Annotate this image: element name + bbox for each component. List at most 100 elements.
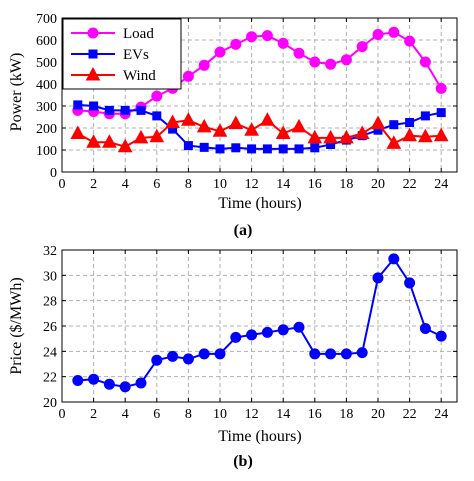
- chart-a-xtick-label: 22: [403, 177, 417, 192]
- chart-a-series-evs-point: [247, 144, 257, 154]
- chart-a-series-evs-point: [120, 105, 130, 115]
- chart-a-ytick-label: 300: [36, 100, 57, 115]
- chart-a-series-load-point: [293, 47, 305, 59]
- chart-a-xtick-label: 14: [276, 177, 290, 192]
- chart-a-xtick-label: 10: [213, 177, 227, 192]
- chart-a-series-load-point: [325, 58, 337, 70]
- chart-a-series-wind-point: [370, 115, 386, 130]
- chart-a-series-load-point: [372, 29, 384, 40]
- chart-a-series-load-point: [261, 30, 273, 42]
- chart-a-legend-entry: EVs: [71, 47, 149, 63]
- chart-b-caption: (b): [233, 453, 253, 470]
- chart-a-series-load-point: [435, 82, 447, 94]
- chart-b-xtick-label: 16: [308, 407, 322, 422]
- chart-a-series-evs-point: [183, 141, 193, 151]
- chart-a-series-evs-point: [231, 143, 241, 153]
- chart-a-series-wind-point: [117, 138, 133, 153]
- chart-a-series-wind-point: [418, 128, 433, 143]
- chart-b-xtick-label: 8: [185, 407, 192, 422]
- chart-b-series-0-point: [246, 329, 258, 341]
- chart-a-series-wind-point: [70, 125, 86, 139]
- chart-b-ytick-label: 20: [43, 396, 57, 411]
- chart-b-series-0-point: [325, 348, 337, 360]
- chart-b-xtick-label: 10: [213, 407, 227, 422]
- chart-a-series-load-point: [388, 26, 400, 38]
- chart-a-series-wind-point: [260, 112, 275, 126]
- chart-b-series-0-point: [404, 277, 416, 289]
- chart-a-legend-marker: [85, 66, 101, 81]
- chart-a-series-evs-point: [199, 142, 209, 152]
- chart-a-series-wind-point: [196, 118, 212, 133]
- chart-b-xtick-label: 14: [276, 407, 290, 422]
- chart-a-xtick-label: 6: [153, 177, 160, 192]
- chart-a-legend-label: Load: [123, 26, 154, 42]
- chart-a-series-wind-point: [291, 118, 307, 133]
- chart-a-series-load-point: [356, 41, 368, 53]
- chart-a-series-wind-point: [133, 129, 149, 144]
- chart-a-series-evs-point: [215, 144, 225, 154]
- chart-b-series-0-point: [309, 348, 321, 360]
- chart-b-ytick-label: 22: [43, 371, 57, 386]
- chart-a-series-wind-point: [339, 129, 354, 144]
- chart-a-series-wind-line: [77, 119, 442, 148]
- chart-b-series-0-point: [151, 354, 163, 366]
- chart-a-series-evs-point: [262, 144, 272, 154]
- chart-a-series-evs-point: [73, 100, 83, 110]
- chart-a-series-evs-point: [405, 118, 415, 127]
- chart-b-series-0-point: [72, 374, 84, 386]
- chart-a-ytick-label: 600: [36, 34, 57, 49]
- chart-b-xtick-label: 22: [403, 407, 417, 422]
- chart-a-series-load-point: [404, 35, 416, 47]
- chart-a-series-load-point: [246, 31, 258, 43]
- chart-b-series-0: [72, 253, 447, 393]
- chart-a-series-load-point: [214, 46, 226, 58]
- chart-a-series-wind-point: [402, 127, 417, 142]
- chart-a-series-wind-point: [228, 115, 244, 130]
- chart-a-series-load-point: [340, 54, 352, 66]
- chart-a-series-load-point: [198, 59, 210, 71]
- chart-b-series-0-point: [167, 350, 179, 362]
- chart-a-ytick-label: 200: [36, 122, 57, 137]
- chart-b-series-0-point: [277, 324, 289, 336]
- chart-b-series-0-point: [230, 331, 242, 343]
- chart-a-series-evs-point: [420, 111, 430, 121]
- chart-a-frame: [61, 17, 458, 173]
- chart-a-series-load-point: [419, 56, 431, 68]
- chart-b-series-0-point: [88, 373, 100, 385]
- chart-a-xtick-label: 24: [434, 177, 448, 192]
- chart-a-series-evs-point: [294, 144, 304, 154]
- chart-a-xtick-label: 2: [90, 177, 97, 192]
- chart-b-ylabel: Price ($/MWh): [8, 277, 25, 374]
- chart-a-legend: Load EVs Wind: [62, 18, 182, 90]
- chart-a-series-wind-point: [102, 134, 117, 148]
- chart-a-series-load-point: [230, 38, 242, 50]
- chart-b-xtick-label: 4: [122, 407, 129, 422]
- chart-a-ytick-label: 500: [36, 56, 57, 71]
- chart-a-series-evs-point: [389, 120, 399, 130]
- chart-b-series-0-point: [356, 347, 368, 359]
- chart-a-series-wind-point: [386, 135, 402, 149]
- chart-b-series-0-point: [388, 253, 400, 265]
- chart-b-series-0-point: [182, 353, 194, 365]
- chart-b-ytick-label: 26: [43, 320, 57, 335]
- chart-b-series-0-point: [372, 272, 384, 284]
- chart-a-series-wind-point: [165, 114, 180, 128]
- chart-a-legend-label: Wind: [123, 68, 156, 84]
- chart-a-series-wind-point: [181, 112, 196, 126]
- chart-b-series-0-line: [77, 257, 442, 388]
- chart-b-ytick-label: 28: [43, 295, 57, 310]
- chart-a-xtick-label: 0: [59, 177, 66, 192]
- chart-a-ytick-label: 0: [50, 166, 57, 181]
- chart-a-xtick-label: 16: [308, 177, 322, 192]
- chart-b-series-0-point: [293, 321, 305, 333]
- chart-a-series-evs-point: [278, 144, 288, 154]
- chart-a-series-evs-point: [436, 108, 446, 118]
- chart-b-xtick-label: 24: [434, 407, 448, 422]
- chart-b-series-0-point: [103, 378, 115, 390]
- chart-b-xtick-label: 6: [153, 407, 160, 422]
- chart-a-ytick-label: 400: [36, 78, 57, 93]
- chart-a-xtick-label: 20: [371, 177, 385, 192]
- chart-a-series-wind-point: [86, 134, 101, 148]
